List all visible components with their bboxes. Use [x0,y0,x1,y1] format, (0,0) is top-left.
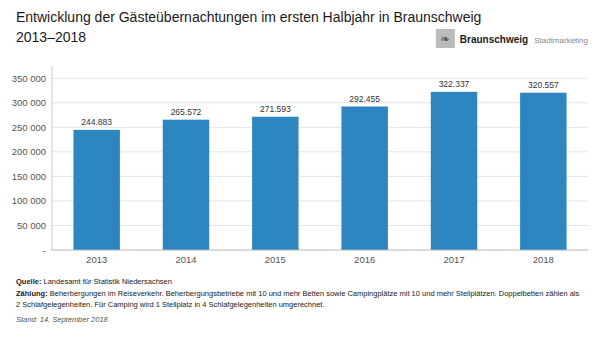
x-tick-label: 2018 [533,254,554,265]
footer-text: Quelle: [16,277,41,286]
footer-line: Zählung: Beherbergungen im Reiseverkehr.… [16,289,579,298]
footer-text: Landesamt für Statistik Niedersachsen [41,277,171,286]
y-tick-label: - [43,245,46,256]
subtitle: 2013–2018 [16,29,86,45]
footer-text: Stand: 14. September 2018 [16,315,109,324]
grid-line [52,250,588,251]
y-tick-label: 350 000 [12,73,46,84]
grid-line [52,127,588,128]
data-label: 265.572 [171,107,202,117]
bar [163,120,209,250]
data-label: 292.455 [349,94,380,104]
footer: Quelle: Landesamt für Statistik Niedersa… [16,277,579,324]
footer-text: 2 Schlafgelegenheiten. Für Camping wird … [16,300,325,309]
data-labels: 244.883 265.572 271.593 292.455 322.337 320.5… [81,79,559,127]
grid-line [52,78,588,79]
footer-text: Zählung: [16,289,48,298]
bar [431,92,477,250]
data-label: 244.883 [81,117,112,127]
bar [252,117,298,250]
x-tick-label: 2016 [354,254,375,265]
y-axis-line [52,66,53,250]
bar [520,93,566,250]
logo-text: Braunschweig [460,34,528,45]
y-tick-label: 50 000 [17,220,46,231]
y-tick-label: 100 000 [12,195,46,206]
data-label: 271.593 [260,104,291,114]
y-tick-label: 150 000 [12,171,46,182]
x-axis: 2013 2014 2015 2016 2017 2018 [86,254,554,265]
footer-line: Quelle: Landesamt für Statistik Niedersa… [16,277,172,286]
x-axis-line [52,250,588,251]
grid-line [52,176,588,177]
title: Entwicklung der Gästeübernachtungen im e… [16,9,481,25]
chart: Entwicklung der Gästeübernachtungen im e… [0,0,600,338]
grid-line [52,151,588,152]
grid-line [52,200,588,201]
x-tick-label: 2013 [86,254,107,265]
logo-icon: ❧ [440,32,450,46]
footer-line: 2 Schlafgelegenheiten. Für Camping wird … [16,300,325,309]
bar [341,107,387,250]
bars [73,92,566,250]
y-tick-label: 250 000 [12,122,46,133]
logo: Braunschweig Stadtmarketing ❧ [436,29,588,48]
y-tick-label: 200 000 [12,146,46,157]
footer-text: Beherbergungen im Reiseverkehr. Beherber… [48,289,580,298]
logo-subtext: Stadtmarketing [534,36,588,45]
x-tick-label: 2017 [443,254,464,265]
y-tick-label: 300 000 [12,97,46,108]
x-tick-label: 2015 [265,254,286,265]
data-label: 320.557 [528,80,559,90]
grid-line [52,225,588,226]
logo-box [436,29,455,48]
bar [73,130,119,250]
x-tick-label: 2014 [175,254,196,265]
footer-line: Stand: 14. September 2018 [16,315,109,324]
grid-line [52,102,588,103]
data-label: 322.337 [439,79,470,89]
y-axis: - 50 000 100 000 150 000 200 000 250 000 300 0… [12,66,52,256]
grid [52,78,588,250]
